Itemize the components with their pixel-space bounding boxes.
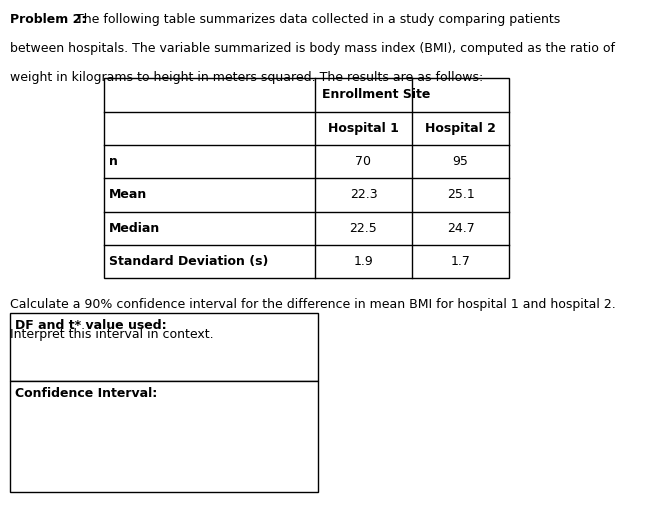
Text: Standard Deviation (s): Standard Deviation (s): [109, 255, 269, 268]
Text: 25.1: 25.1: [447, 188, 474, 201]
Text: 1.7: 1.7: [451, 255, 470, 268]
Text: Enrollment Site: Enrollment Site: [322, 88, 430, 102]
Text: Problem 2:: Problem 2:: [10, 13, 86, 26]
Bar: [10, 313, 318, 381]
Text: 22.3: 22.3: [350, 188, 377, 201]
Text: 95: 95: [453, 155, 468, 168]
Text: Confidence Interval:: Confidence Interval:: [15, 387, 157, 400]
Text: 70: 70: [356, 155, 371, 168]
Text: 1.9: 1.9: [354, 255, 373, 268]
Text: Interpret this interval in context.: Interpret this interval in context.: [10, 328, 214, 341]
Text: weight in kilograms to height in meters squared. The results are as follows:: weight in kilograms to height in meters …: [10, 71, 483, 84]
Bar: [104, 78, 509, 278]
Text: DF and t* value used:: DF and t* value used:: [15, 319, 167, 332]
Bar: [10, 381, 318, 492]
Text: Mean: Mean: [109, 188, 147, 201]
Text: The following table summarizes data collected in a study comparing patients: The following table summarizes data coll…: [72, 13, 561, 26]
Text: Hospital 2: Hospital 2: [425, 122, 496, 135]
Text: n: n: [109, 155, 118, 168]
Text: 22.5: 22.5: [350, 222, 377, 235]
Text: 24.7: 24.7: [447, 222, 474, 235]
Text: Hospital 1: Hospital 1: [328, 122, 399, 135]
Text: between hospitals. The variable summarized is body mass index (BMI), computed as: between hospitals. The variable summariz…: [10, 42, 615, 55]
Text: Calculate a 90% confidence interval for the difference in mean BMI for hospital : Calculate a 90% confidence interval for …: [10, 298, 616, 312]
Text: Median: Median: [109, 222, 160, 235]
